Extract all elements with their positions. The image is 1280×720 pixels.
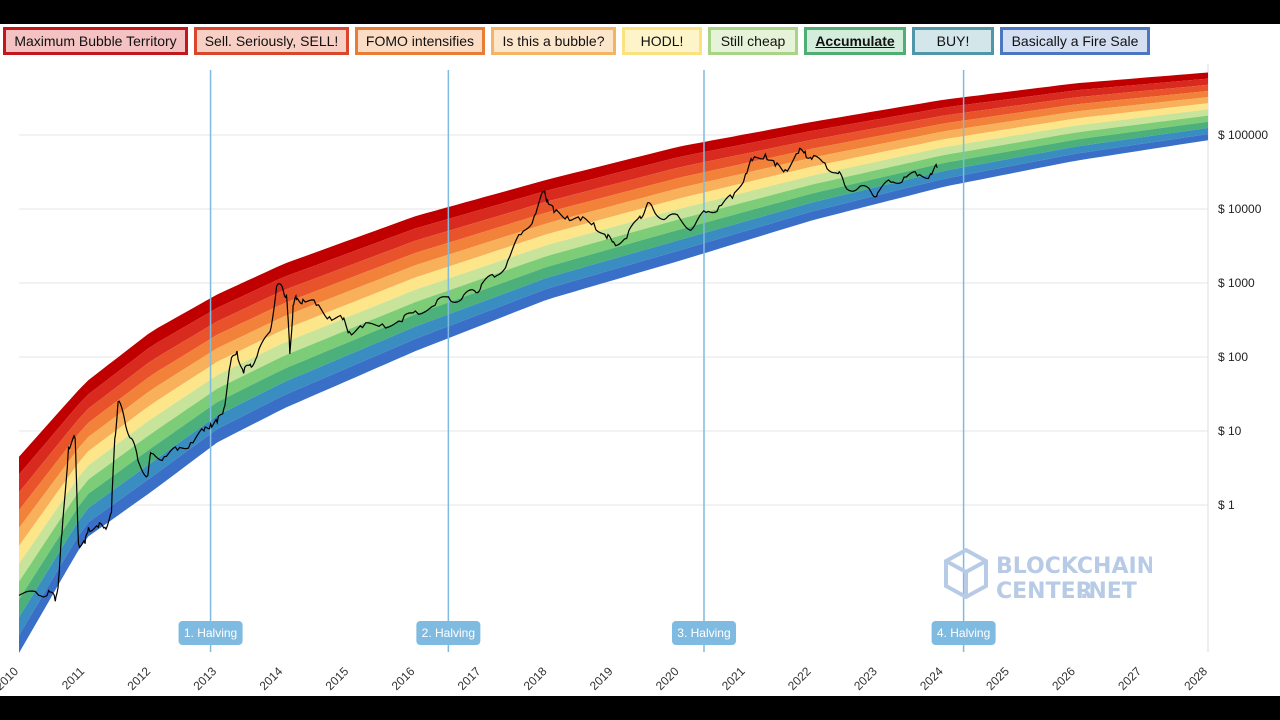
x-tick-label-2016: 2016 [389, 664, 418, 693]
halving-badge-2 [416, 621, 481, 645]
x-tick-label-2015: 2015 [323, 664, 352, 693]
legend-item-5[interactable]: Still cheap [708, 27, 798, 55]
blockchaincenter-logo: BLOCKCHAIN CENTER .NET [944, 547, 1152, 604]
x-tick-label-2013: 2013 [191, 664, 220, 693]
x-tick-label-2019: 2019 [587, 664, 616, 693]
halving-label-3: 3. Halving [677, 626, 730, 640]
y-tick-label-4: $ 10000 [1218, 202, 1262, 216]
logo-line1: BLOCKCHAIN [996, 554, 1152, 579]
halving-label-2: 2. Halving [422, 626, 475, 640]
halving-label-4: 4. Halving [937, 626, 990, 640]
y-tick-label-2: $ 100 [1218, 350, 1248, 364]
logo-line2: CENTER [996, 579, 1093, 604]
x-tick-label-2025: 2025 [983, 664, 1012, 693]
legend-item-7[interactable]: BUY! [912, 27, 994, 55]
x-tick-label-2026: 2026 [1049, 664, 1078, 693]
x-tick-label-2014: 2014 [257, 664, 286, 693]
x-tick-label-2012: 2012 [124, 664, 153, 693]
x-tick-label-2022: 2022 [785, 664, 814, 693]
x-tick-label-2018: 2018 [521, 664, 550, 693]
y-axis: $ 1 $ 10 $ 100 $ 1000 $ 10000 $ 100000 [1218, 128, 1268, 512]
x-tick-label-2023: 2023 [851, 664, 880, 693]
rainbow-chart: 1. Halving 2. Halving 3. Halving 4. Halving… [0, 64, 1268, 693]
legend-item-1[interactable]: Sell. Seriously, SELL! [194, 27, 349, 55]
x-tick-label-2017: 2017 [455, 664, 484, 693]
legend-item-6[interactable]: Accumulate [804, 27, 906, 55]
legend-item-3[interactable]: Is this a bubble? [491, 27, 616, 55]
halving-badge-3 [671, 621, 736, 645]
halving-markers: 1. Halving 2. Halving 3. Halving 4. Halving [178, 70, 996, 652]
x-tick-label-2027: 2027 [1115, 664, 1144, 693]
y-tick-label-3: $ 1000 [1218, 276, 1255, 290]
chart-canvas: 1. Halving 2. Halving 3. Halving 4. Halving… [0, 24, 1280, 696]
cube-logo-icon [944, 547, 988, 600]
price-line [18, 147, 938, 602]
halving-badge-4 [931, 621, 996, 645]
halving-badge-1 [178, 621, 243, 645]
legend-item-0[interactable]: Maximum Bubble Territory [3, 27, 188, 55]
x-tick-label-2010: 2010 [0, 664, 21, 693]
x-tick-label-2021: 2021 [719, 664, 748, 693]
y-tick-label-5: $ 100000 [1218, 128, 1268, 142]
x-tick-label-2020: 2020 [653, 664, 682, 693]
halving-label-1: 1. Halving [184, 626, 237, 640]
legend-item-8[interactable]: Basically a Fire Sale [1000, 27, 1150, 55]
x-tick-label-2024: 2024 [917, 664, 946, 693]
x-axis: 2010 2011 2012 2013 2014 2015 2016 2017 2018 2019… [0, 664, 1210, 693]
logo-line3: .NET [1080, 579, 1137, 604]
legend-item-2[interactable]: FOMO intensifies [355, 27, 485, 55]
x-tick-label-2028: 2028 [1181, 664, 1210, 693]
y-tick-label-1: $ 10 [1218, 424, 1242, 438]
legend-item-4[interactable]: HODL! [622, 27, 702, 55]
y-tick-label-0: $ 1 [1218, 498, 1235, 512]
x-tick-label-2011: 2011 [59, 664, 87, 692]
